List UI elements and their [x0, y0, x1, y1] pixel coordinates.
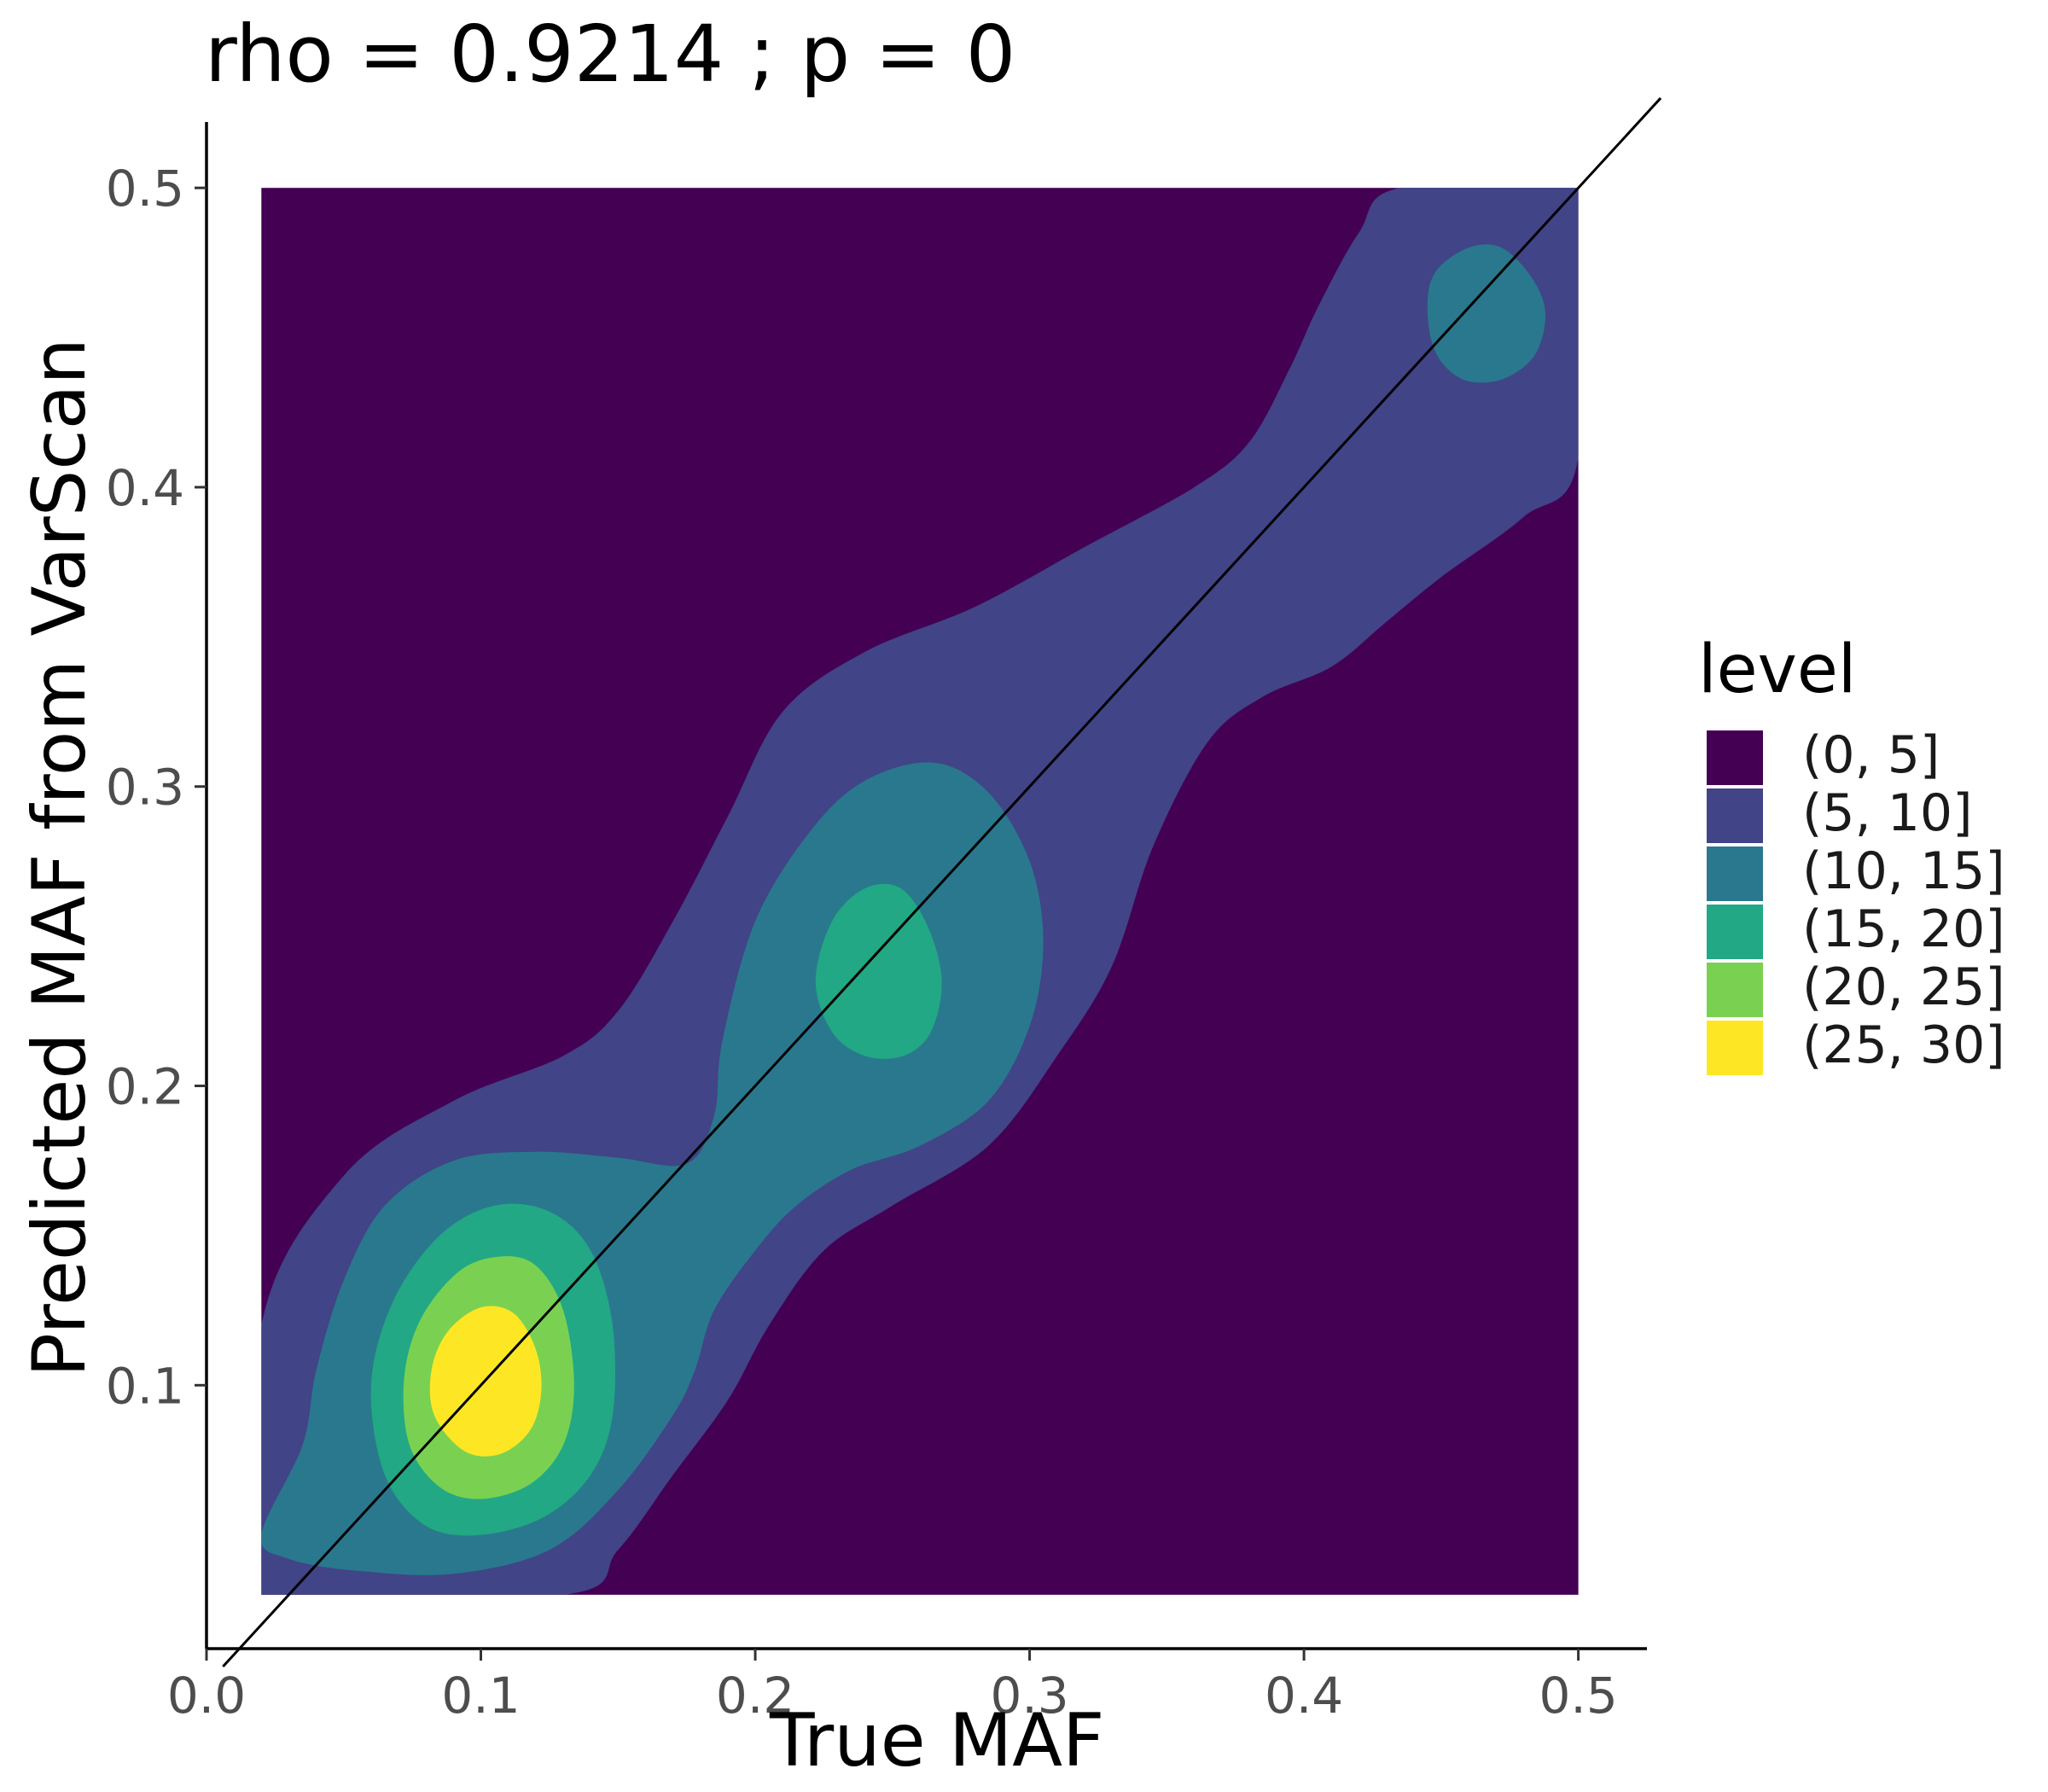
legend-items: (0, 5] (5, 10] (10, 15] (15, 20] (20, 25] (25… — [1698, 725, 2005, 1075]
legend-item-1: (5, 10] — [1698, 783, 1972, 843]
y-tick-label-0: 0.1 — [106, 1357, 184, 1415]
y-axis-label: Predicted MAF from VarScan — [17, 338, 102, 1377]
x-tick-label-3: 0.3 — [990, 1667, 1068, 1725]
legend-label-1: (5, 10] — [1802, 783, 1973, 843]
identity-reference-line — [222, 96, 1662, 1668]
legend-swatch-0 — [1707, 730, 1763, 785]
y-tick-label-3: 0.4 — [106, 459, 184, 517]
reference-line-layer — [222, 96, 1662, 1668]
chart-title: rho = 0.9214 ; p = 0 — [205, 9, 1016, 100]
legend-item-5: (25, 30] — [1698, 1015, 2005, 1075]
legend-swatch-4 — [1707, 963, 1763, 1017]
contour-band-2 — [1427, 244, 1546, 383]
legend-swatch-2 — [1707, 847, 1763, 901]
legend-label-2: (10, 15] — [1802, 841, 2005, 901]
legend-item-3: (15, 20] — [1698, 899, 2005, 959]
x-tick-label-4: 0.4 — [1265, 1667, 1343, 1725]
axes-layer: 0.0 0.1 0.2 0.3 0.4 0.5 0.1 0.2 0.3 0.4 0.5 — [106, 122, 1647, 1725]
legend-label-3: (15, 20] — [1802, 899, 2005, 959]
legend-swatch-1 — [1707, 788, 1763, 843]
x-tick-label-1: 0.1 — [441, 1667, 520, 1725]
x-tick-label-0: 0.0 — [167, 1667, 246, 1725]
legend-swatch-3 — [1707, 905, 1763, 959]
x-axis-label: True MAF — [770, 1698, 1105, 1783]
contour-band-4 — [815, 883, 942, 1059]
y-tick-label-4: 0.5 — [106, 160, 184, 218]
y-tick-label-1: 0.2 — [106, 1058, 184, 1116]
contour-bands — [261, 188, 1579, 1595]
y-tick-label-2: 0.3 — [106, 759, 184, 817]
legend-title: level — [1698, 631, 1857, 708]
legend-label-4: (20, 25] — [1802, 957, 2005, 1017]
legend-label-0: (0, 5] — [1802, 725, 1940, 785]
contour-fill-layer — [261, 188, 1579, 1595]
legend-item-0: (0, 5] — [1698, 725, 1940, 785]
x-tick-label-2: 0.2 — [716, 1667, 794, 1725]
legend-label-5: (25, 30] — [1802, 1015, 2005, 1075]
legend: level (0, 5] (5, 10] (10, 15] (15, 20] (20, … — [1698, 631, 2005, 1079]
legend-item-4: (20, 25] — [1698, 957, 2005, 1017]
legend-item-2: (10, 15] — [1698, 841, 2005, 901]
legend-swatch-5 — [1707, 1021, 1763, 1075]
x-tick-label-5: 0.5 — [1539, 1667, 1617, 1725]
